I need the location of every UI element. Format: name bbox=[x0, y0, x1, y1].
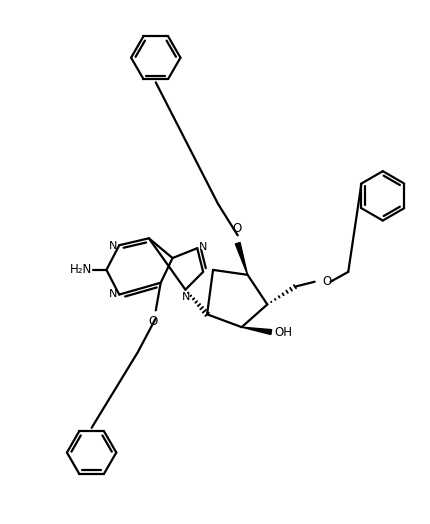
Text: O: O bbox=[322, 275, 332, 288]
Text: N: N bbox=[109, 289, 117, 299]
Text: O: O bbox=[232, 222, 241, 235]
Text: OH: OH bbox=[274, 325, 292, 339]
Text: O: O bbox=[148, 315, 157, 329]
Text: N: N bbox=[182, 292, 190, 302]
Text: N: N bbox=[199, 242, 208, 252]
Polygon shape bbox=[242, 327, 272, 334]
Polygon shape bbox=[235, 243, 248, 275]
Text: N: N bbox=[109, 241, 117, 251]
Text: H₂N: H₂N bbox=[71, 264, 92, 276]
